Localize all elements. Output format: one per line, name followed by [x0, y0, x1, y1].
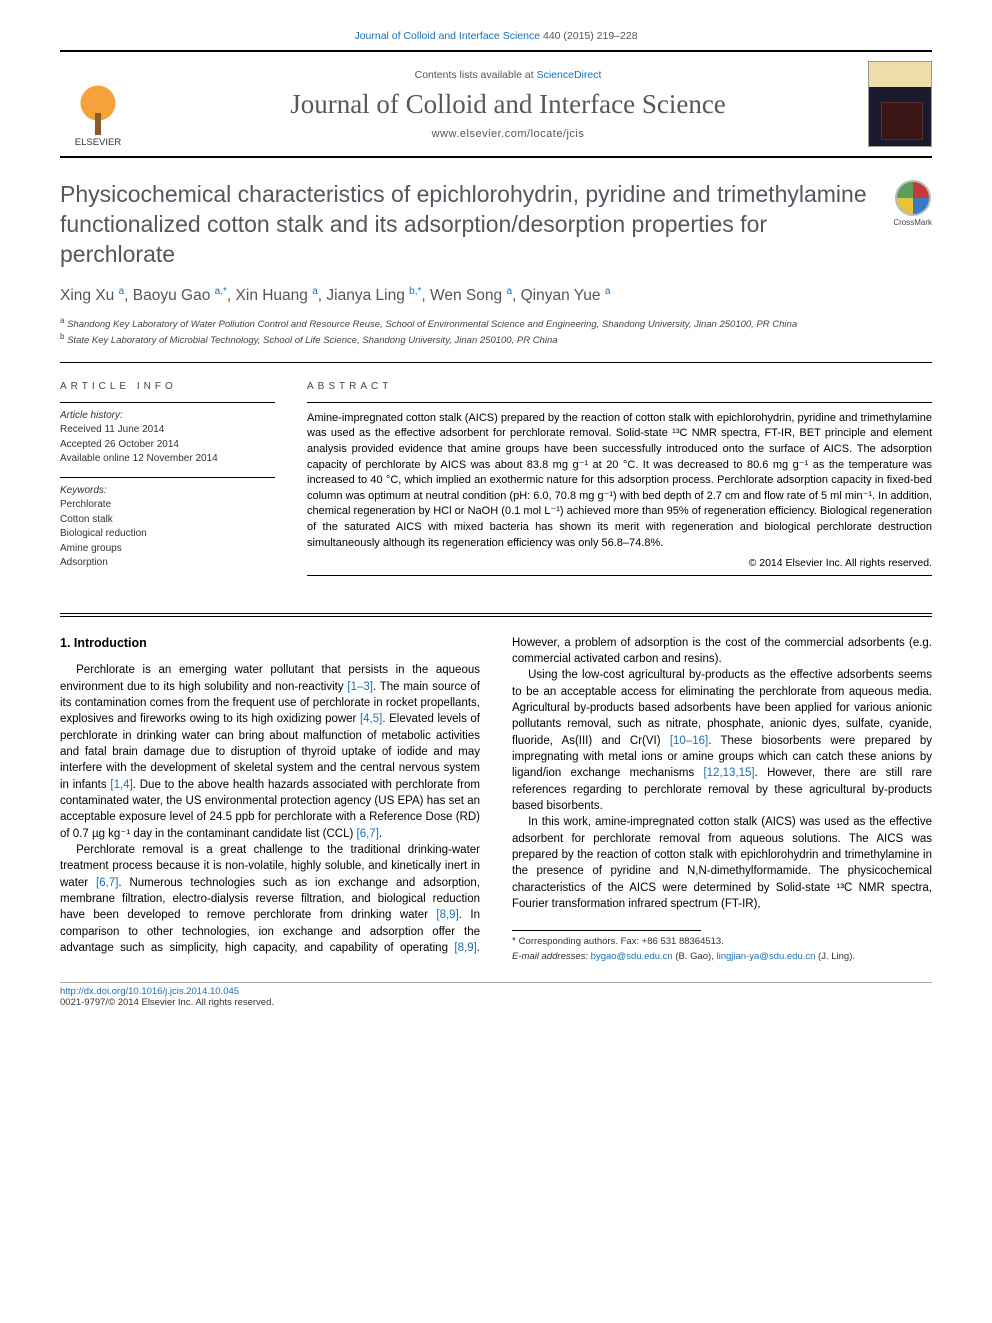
- author[interactable]: Jianya Ling b,*: [326, 287, 421, 304]
- paragraph: Perchlorate is an emerging water polluta…: [60, 662, 480, 842]
- keywords-label: Keywords:: [60, 484, 275, 499]
- crossmark-badge[interactable]: CrossMark: [893, 180, 932, 227]
- ref-link[interactable]: [8,9]: [454, 942, 476, 954]
- keyword: Perchlorate: [60, 498, 275, 513]
- contents-line: Contents lists available at ScienceDirec…: [148, 69, 868, 81]
- corresponding-footnote: * Corresponding authors. Fax: +86 531 88…: [512, 930, 932, 963]
- ref-link[interactable]: [12,13,15]: [703, 767, 754, 779]
- journal-cover-thumb[interactable]: [868, 61, 932, 147]
- keyword: Amine groups: [60, 542, 275, 557]
- ref-link[interactable]: [6,7]: [96, 877, 118, 889]
- abstract-label: ABSTRACT: [307, 381, 932, 392]
- body-text: 1. Introduction Perchlorate is an emergi…: [60, 635, 932, 964]
- author[interactable]: Wen Song a: [430, 287, 512, 304]
- crossmark-icon: [895, 180, 931, 216]
- doi-footer: http://dx.doi.org/10.1016/j.jcis.2014.10…: [60, 982, 932, 1008]
- citation-line: Journal of Colloid and Interface Science…: [60, 30, 932, 42]
- article-info-column: ARTICLE INFO Article history: Received 1…: [60, 363, 275, 581]
- abstract-column: ABSTRACT Amine-impregnated cotton stalk …: [307, 363, 932, 581]
- author[interactable]: Qinyan Yue a: [521, 287, 611, 304]
- doi-link[interactable]: http://dx.doi.org/10.1016/j.jcis.2014.10…: [60, 986, 239, 997]
- ref-link[interactable]: [10–16]: [670, 735, 708, 747]
- author-list: Xing Xu a, Baoyu Gao a,*, Xin Huang a, J…: [60, 286, 932, 305]
- paragraph: In this work, amine-impregnated cotton s…: [512, 814, 932, 912]
- section-heading: 1. Introduction: [60, 635, 480, 653]
- keyword: Adsorption: [60, 556, 275, 571]
- abstract-copyright: © 2014 Elsevier Inc. All rights reserved…: [307, 557, 932, 569]
- ref-link[interactable]: [8,9]: [436, 909, 458, 921]
- paragraph: Using the low-cost agricultural by-produ…: [512, 667, 932, 814]
- citation-ref: 440 (2015) 219–228: [540, 30, 638, 42]
- author[interactable]: Xing Xu a: [60, 287, 124, 304]
- accepted-date: Accepted 26 October 2014: [60, 438, 275, 453]
- ref-link[interactable]: [4,5]: [360, 713, 382, 725]
- history-label: Article history:: [60, 409, 275, 424]
- ref-link[interactable]: [1,4]: [110, 779, 132, 791]
- sciencedirect-link[interactable]: ScienceDirect: [537, 69, 602, 81]
- elsevier-tree-icon: [69, 77, 127, 135]
- issn-copyright: 0021-9797/© 2014 Elsevier Inc. All right…: [60, 997, 932, 1008]
- ref-link[interactable]: [6,7]: [357, 828, 379, 840]
- keyword: Cotton stalk: [60, 513, 275, 528]
- author[interactable]: Baoyu Gao a,*: [133, 287, 227, 304]
- article-title: Physicochemical characteristics of epich…: [60, 180, 881, 270]
- email-label: E-mail addresses:: [512, 951, 588, 962]
- affiliation: State Key Laboratory of Microbial Techno…: [67, 335, 557, 346]
- abstract-text: Amine-impregnated cotton stalk (AICS) pr…: [307, 403, 932, 551]
- article-info-label: ARTICLE INFO: [60, 381, 275, 392]
- corresponding-text: Corresponding authors. Fax: +86 531 8836…: [519, 936, 724, 947]
- journal-name: Journal of Colloid and Interface Science: [148, 89, 868, 120]
- received-date: Received 11 June 2014: [60, 423, 275, 438]
- email-link[interactable]: lingjian-ya@sdu.edu.cn: [717, 951, 816, 962]
- journal-url[interactable]: www.elsevier.com/locate/jcis: [148, 128, 868, 140]
- online-date: Available online 12 November 2014: [60, 452, 275, 467]
- affiliations: a Shandong Key Laboratory of Water Pollu…: [60, 315, 932, 348]
- author[interactable]: Xin Huang a: [236, 287, 318, 304]
- crossmark-label: CrossMark: [893, 218, 932, 227]
- email-link[interactable]: bygao@sdu.edu.cn: [591, 951, 673, 962]
- affiliation: Shandong Key Laboratory of Water Polluti…: [67, 319, 797, 330]
- ref-link[interactable]: [1–3]: [347, 681, 373, 693]
- publisher-logo[interactable]: ELSEVIER: [60, 60, 136, 148]
- journal-header: ELSEVIER Contents lists available at Sci…: [60, 50, 932, 158]
- publisher-name: ELSEVIER: [75, 137, 121, 148]
- citation-journal[interactable]: Journal of Colloid and Interface Science: [354, 30, 540, 42]
- keyword: Biological reduction: [60, 527, 275, 542]
